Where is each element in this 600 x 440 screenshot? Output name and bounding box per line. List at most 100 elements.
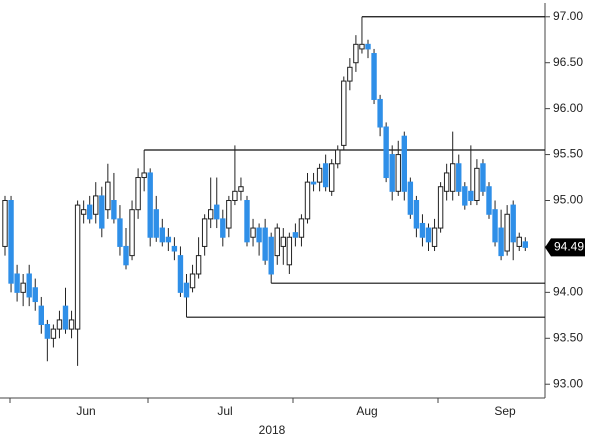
candle-body: [238, 186, 244, 192]
candle-body: [274, 227, 280, 257]
candle-body: [99, 195, 105, 229]
candle-body: [232, 190, 238, 201]
candle-body: [226, 200, 232, 229]
candle-body: [50, 328, 57, 339]
candle-body: [510, 204, 516, 243]
x-tick-label: Jul: [217, 404, 232, 418]
candle-body: [395, 154, 401, 192]
last-price-tag: [545, 238, 585, 257]
candle-body: [256, 227, 262, 243]
candle-body: [480, 163, 486, 192]
candle-body: [74, 204, 81, 330]
candle-body: [377, 98, 383, 128]
candle-body: [26, 273, 32, 298]
candle-body: [341, 80, 347, 146]
candle-body: [171, 245, 178, 252]
candle-body: [329, 163, 335, 192]
candle-body: [14, 273, 20, 293]
candle-body: [389, 154, 395, 192]
candle-body: [504, 213, 510, 252]
candle-body: [492, 209, 498, 243]
candle-body: [462, 186, 468, 206]
candle-body: [262, 227, 268, 261]
candle-body: [147, 172, 153, 238]
candle-body: [431, 227, 438, 247]
candle-body: [371, 53, 377, 100]
candle-body: [135, 177, 141, 211]
candle-body: [214, 204, 220, 220]
candle-body: [353, 43, 359, 64]
y-tick-label: 95.00: [553, 193, 583, 207]
candle-body: [208, 209, 214, 220]
candle-body: [437, 186, 444, 229]
y-tick-label: 93.00: [553, 376, 583, 390]
y-tick-label: 95.50: [553, 147, 583, 161]
y-tick-label: 94.00: [553, 285, 583, 299]
x-tick-label: Sep: [494, 404, 516, 418]
candle-body: [383, 126, 389, 179]
x-tick-label: Jun: [76, 404, 95, 418]
x-tick-label: Aug: [356, 404, 377, 418]
candle-body: [468, 190, 474, 201]
last-price-label: 94.49: [554, 240, 584, 254]
candle-body: [80, 209, 87, 215]
candle-body: [419, 222, 426, 238]
candle-body: [304, 181, 311, 220]
candle-body: [335, 149, 341, 165]
candle-body: [486, 186, 492, 215]
y-tick-label: 93.50: [553, 330, 583, 344]
candle-body: [220, 218, 226, 238]
candle-body: [123, 245, 129, 266]
candle-body: [522, 241, 528, 248]
candle-body: [153, 209, 159, 238]
candle-body: [105, 181, 111, 211]
candle-body: [443, 172, 450, 192]
candle-body: [268, 236, 274, 275]
candle-body: [183, 282, 190, 298]
candle-body: [286, 236, 293, 266]
candle-body: [129, 209, 135, 257]
candle-body: [280, 236, 287, 247]
candle-body: [20, 282, 26, 293]
candle-body: [93, 195, 99, 215]
candle-body: [189, 273, 196, 289]
candle-body: [62, 305, 69, 330]
candle-body: [111, 200, 117, 220]
candle-body: [8, 200, 14, 284]
candle-body: [365, 43, 371, 50]
candle-body: [117, 218, 123, 247]
candle-body: [401, 135, 408, 192]
candle-body: [165, 236, 172, 243]
candle-body: [359, 43, 365, 50]
candle-body: [407, 181, 414, 215]
candle-body: [425, 227, 432, 243]
candle-body: [498, 227, 504, 257]
candle-body: [310, 181, 317, 185]
y-tick-label: 96.00: [553, 101, 583, 115]
candle-body: [347, 66, 353, 82]
candle-body: [44, 324, 51, 339]
candle-body: [87, 204, 93, 220]
candle-body: [195, 255, 202, 275]
candle-body: [292, 232, 299, 238]
candle-body: [298, 218, 305, 238]
candle-body: [474, 167, 480, 201]
candle-body: [322, 163, 329, 188]
candle-body: [68, 319, 75, 330]
x-year-label: 2018: [259, 423, 286, 437]
candle-body: [32, 287, 38, 303]
candle-body: [159, 227, 166, 243]
y-tick-label: 96.50: [553, 55, 583, 69]
candle-body: [516, 236, 522, 247]
candle-body: [450, 163, 456, 192]
candle-body: [56, 319, 63, 330]
candle-body: [141, 172, 147, 179]
candle-body: [456, 163, 462, 192]
candle-body: [201, 218, 208, 247]
candle-body: [177, 255, 184, 293]
y-tick-label: 97.00: [553, 9, 583, 23]
candle-body: [316, 167, 323, 183]
candle-body: [2, 200, 8, 247]
candle-body: [244, 200, 250, 243]
